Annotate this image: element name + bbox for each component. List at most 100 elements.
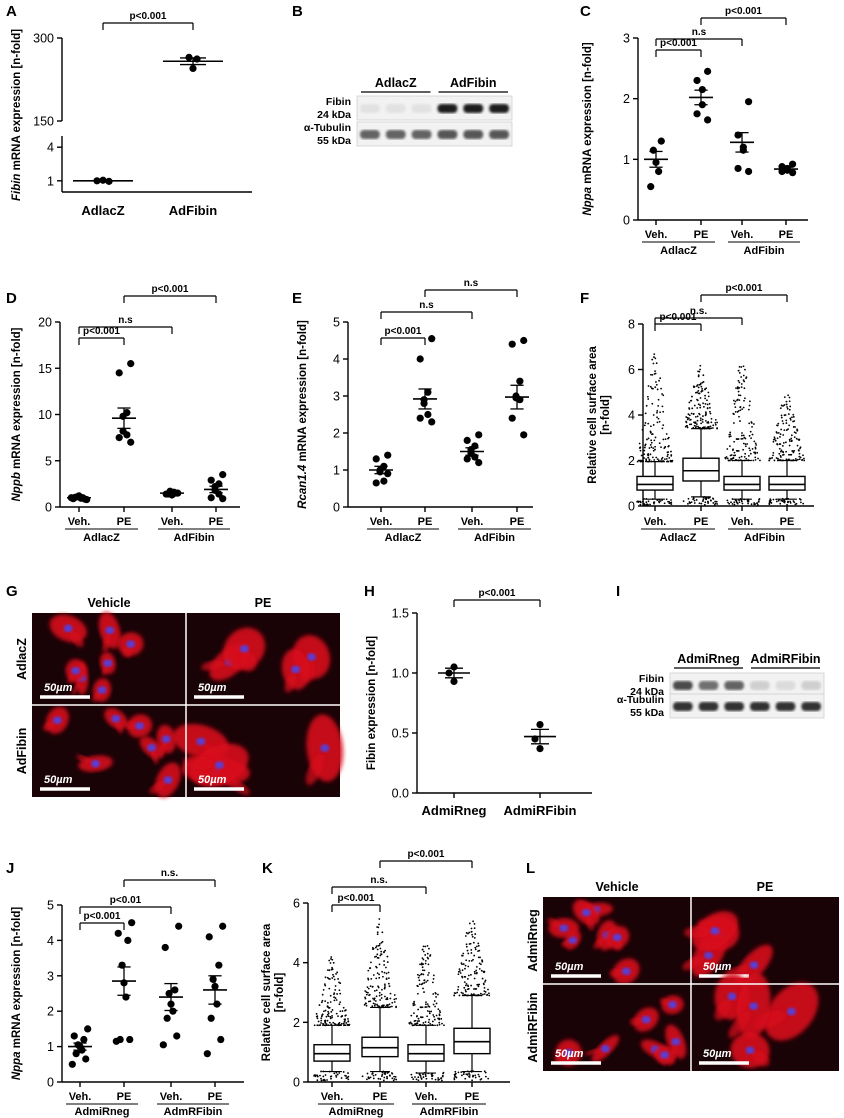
outlier-point: [698, 502, 701, 505]
outlier-point: [431, 1020, 434, 1023]
outlier-point: [691, 407, 694, 410]
outlier-point: [474, 972, 476, 975]
outlier-point: [731, 503, 734, 505]
outlier-point: [347, 1078, 350, 1081]
outlier-point: [779, 443, 782, 446]
outlier-point: [467, 932, 469, 935]
cell-process: [682, 956, 705, 970]
outlier-point: [347, 1020, 350, 1023]
outlier-point: [331, 1009, 334, 1011]
outlier-point: [442, 1071, 445, 1074]
outlier-point: [443, 1024, 445, 1027]
outlier-point: [454, 1070, 457, 1073]
outlier-point: [652, 449, 655, 452]
outlier-point: [453, 1078, 456, 1081]
outlier-point: [331, 977, 334, 979]
outlier-point: [470, 959, 473, 962]
blot-band: [411, 130, 432, 139]
outlier-point: [662, 394, 665, 397]
outlier-point: [465, 959, 468, 962]
outlier-point: [479, 956, 481, 959]
outlier-point: [733, 440, 736, 443]
cell-nucleus: [239, 645, 249, 653]
outlier-point: [324, 1074, 327, 1076]
outlier-point: [699, 364, 702, 367]
outlier-point: [340, 1077, 343, 1079]
outlier-point: [740, 386, 743, 389]
outlier-point: [733, 413, 735, 416]
outlier-point: [652, 424, 655, 426]
outlier-point: [321, 1013, 324, 1016]
outlier-point: [694, 416, 697, 418]
outlier-point: [754, 446, 757, 449]
outlier-point: [393, 994, 396, 996]
outlier-point: [467, 952, 470, 955]
outlier-point: [660, 458, 663, 460]
blot-band: [801, 702, 821, 711]
outlier-point: [383, 971, 386, 974]
outlier-point: [395, 1005, 397, 1008]
outlier-point: [472, 958, 474, 961]
outlier-point: [410, 1014, 413, 1017]
outlier-point: [373, 997, 376, 1000]
blot-group-label: AdFibin: [450, 76, 497, 90]
outlier-point: [432, 1003, 435, 1006]
outlier-point: [376, 933, 379, 936]
outlier-point: [665, 457, 668, 460]
outlier-point: [656, 388, 659, 391]
outlier-point: [789, 417, 792, 420]
outlier-point: [464, 964, 467, 967]
outlier-point: [644, 412, 647, 415]
cell-process: [67, 672, 76, 684]
data-point: [171, 986, 179, 994]
outlier-point: [646, 503, 648, 506]
outlier-point: [372, 1074, 375, 1077]
outlier-point: [701, 500, 704, 502]
outlier-point: [386, 997, 389, 999]
outlier-point: [788, 444, 791, 447]
outlier-point: [332, 961, 335, 964]
outlier-point: [465, 1073, 468, 1076]
outlier-point: [329, 1015, 332, 1018]
outlier-point: [484, 991, 487, 993]
outlier-point: [456, 991, 459, 994]
outlier-point: [329, 1075, 332, 1078]
outlier-point: [769, 457, 772, 460]
group-label: AdmRFibin: [164, 1106, 223, 1118]
outlier-point: [432, 1014, 435, 1016]
outlier-point: [424, 962, 427, 965]
condition-label: Veh.: [69, 1091, 92, 1103]
group-label: AdlacZ: [660, 245, 697, 257]
outlier-point: [473, 977, 476, 980]
outlier-point: [782, 422, 785, 425]
outlier-point: [748, 447, 751, 450]
outlier-point: [653, 502, 655, 505]
outlier-point: [335, 1076, 338, 1078]
outlier-point: [473, 993, 475, 995]
outlier-point: [753, 503, 756, 506]
cell-process: [305, 753, 325, 786]
outlier-point: [753, 451, 755, 454]
outlier-point: [420, 973, 422, 976]
significance-label: n.s.: [690, 306, 707, 317]
outlier-point: [779, 502, 782, 505]
scale-bar-label: 50µm: [555, 961, 584, 973]
outlier-point: [422, 1022, 425, 1024]
outlier-point: [739, 394, 742, 397]
outlier-point: [781, 420, 784, 422]
outlier-point: [799, 498, 802, 501]
outlier-point: [343, 1021, 346, 1023]
outlier-point: [323, 983, 326, 985]
blot-row-size: 55 kDa: [630, 707, 664, 719]
outlier-point: [421, 1016, 424, 1019]
category-label: AdlacZ: [81, 203, 124, 218]
outlier-point: [665, 498, 668, 501]
cell-process: [629, 1017, 644, 1026]
outlier-point: [704, 403, 707, 405]
outlier-point: [798, 438, 801, 441]
scale-bar-label: 50µm: [44, 682, 73, 694]
cell-nucleus: [568, 936, 578, 944]
outlier-point: [729, 459, 731, 462]
y-tick-label: 6: [628, 363, 635, 377]
significance-label: p<0.001: [479, 588, 516, 599]
